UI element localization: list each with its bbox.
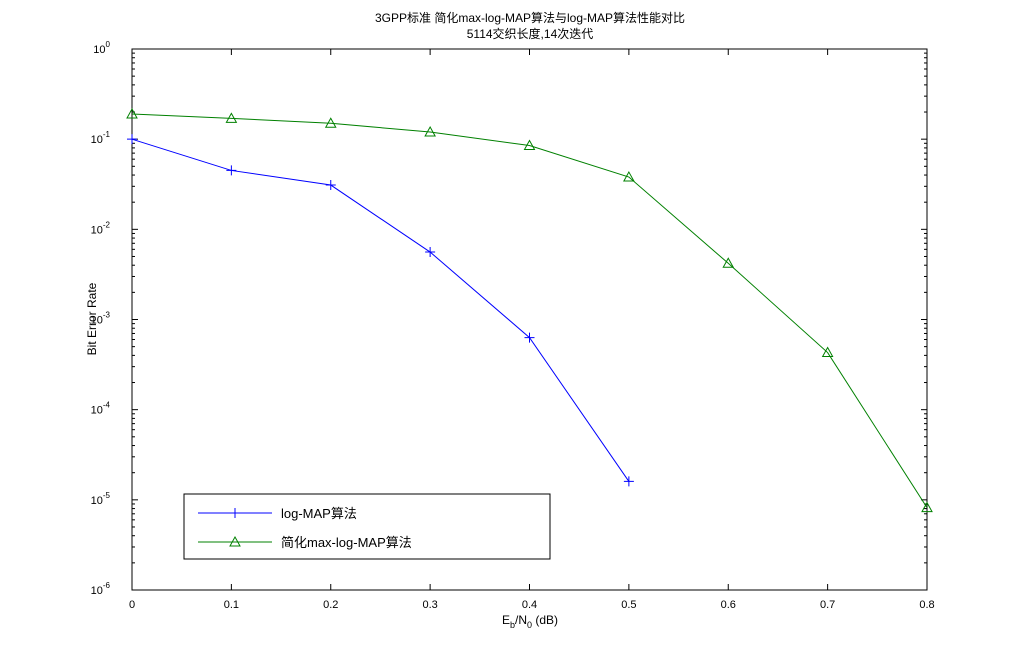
y-tick-label: 10-2 [91,220,111,236]
x-axis-label-mid: /N [515,613,527,627]
x-tick-label: 0.6 [721,599,736,611]
x-tick-label: 0.7 [820,599,835,611]
x-tick-label: 0 [129,599,135,611]
data-point-1 [424,125,436,137]
y-tick-label: 10-5 [91,491,111,507]
x-axis-label-sub2: 0 [527,620,532,630]
y-axis-label: Bit Error Rate [85,282,99,355]
y-tick-label: 100 [93,40,110,56]
data-point-1 [722,257,735,268]
data-point-1 [324,117,337,128]
y-tick-label: 10-4 [91,401,111,417]
data-point-0 [524,332,535,343]
data-point-1 [921,501,933,513]
y-tick-label: 10-6 [91,581,111,597]
series-line-1 [131,113,928,508]
x-tick-label: 0.4 [522,599,537,611]
x-axis-label: Eb/N0 (dB) [502,613,558,630]
legend-marker-shape-1 [229,535,241,547]
y-tick-label: 10-1 [91,130,111,146]
x-tick-label: 0.8 [919,599,934,611]
chart-subtitle: 5114交织长度,14次迭代 [467,26,594,41]
y-tick-label: 10-3 [91,311,111,327]
x-tick-label: 0.2 [323,599,338,611]
legend-marker-log-map [230,508,240,518]
x-axis-label-tail: (dB) [532,613,558,627]
series-line-0 [131,138,630,482]
legend-marker-shape-0 [230,508,240,518]
data-point-1 [623,171,635,182]
data-point-0 [325,180,336,191]
data-point-1 [821,346,834,358]
data-point-1 [225,112,238,123]
legend: log-MAP算法 简化max-log-MAP算法 [183,493,551,560]
x-tick-label: 0.3 [422,599,437,611]
x-tick-label: 0.5 [621,599,636,611]
legend-marker-max-log-map [229,535,241,547]
data-point-1 [523,139,536,151]
legend-label-log-map: log-MAP算法 [281,506,357,521]
axis-ticks: 0 0.1 0.2 0.3 0.4 0.5 0.6 0.7 0.8 100 10-1 10-2 10-3… [91,40,935,611]
data-point-0 [425,247,436,258]
x-tick-label: 0.1 [224,599,239,611]
data-point-0 [226,165,237,176]
legend-box [183,493,551,560]
legend-label-max-log-map: 简化max-log-MAP算法 [281,535,412,550]
chart-title: 3GPP标准 简化max-log-MAP算法与log-MAP算法性能对比 [375,10,685,25]
data-point-0 [127,134,137,145]
x-axis-label-base: E [502,613,510,627]
data-point-1 [126,108,138,119]
x-axis-label-sub1: b [510,620,515,630]
series-layer [126,108,933,513]
data-point-0 [623,476,634,487]
